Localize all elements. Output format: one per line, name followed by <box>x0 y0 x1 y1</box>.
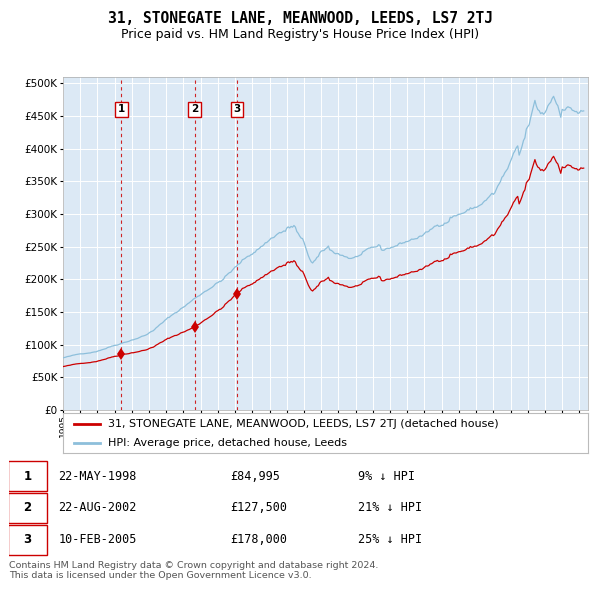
Text: 25% ↓ HPI: 25% ↓ HPI <box>358 533 422 546</box>
Text: 31, STONEGATE LANE, MEANWOOD, LEEDS, LS7 2TJ: 31, STONEGATE LANE, MEANWOOD, LEEDS, LS7… <box>107 11 493 25</box>
Text: 1: 1 <box>118 104 125 114</box>
Text: HPI: Average price, detached house, Leeds: HPI: Average price, detached house, Leed… <box>107 438 347 448</box>
Text: £178,000: £178,000 <box>230 533 287 546</box>
FancyBboxPatch shape <box>8 493 47 523</box>
Text: £127,500: £127,500 <box>230 502 287 514</box>
Text: 3: 3 <box>23 533 32 546</box>
Text: 22-AUG-2002: 22-AUG-2002 <box>58 502 137 514</box>
FancyBboxPatch shape <box>8 461 47 491</box>
Text: 2: 2 <box>191 104 198 114</box>
Text: 10-FEB-2005: 10-FEB-2005 <box>58 533 137 546</box>
Text: 21% ↓ HPI: 21% ↓ HPI <box>358 502 422 514</box>
FancyBboxPatch shape <box>8 525 47 555</box>
Text: 1: 1 <box>23 470 32 483</box>
Text: 22-MAY-1998: 22-MAY-1998 <box>58 470 137 483</box>
Text: 31, STONEGATE LANE, MEANWOOD, LEEDS, LS7 2TJ (detached house): 31, STONEGATE LANE, MEANWOOD, LEEDS, LS7… <box>107 419 498 430</box>
Text: 9% ↓ HPI: 9% ↓ HPI <box>358 470 415 483</box>
Text: 3: 3 <box>233 104 241 114</box>
Text: £84,995: £84,995 <box>230 470 280 483</box>
Text: 2: 2 <box>23 502 32 514</box>
Text: Price paid vs. HM Land Registry's House Price Index (HPI): Price paid vs. HM Land Registry's House … <box>121 28 479 41</box>
Text: Contains HM Land Registry data © Crown copyright and database right 2024.
This d: Contains HM Land Registry data © Crown c… <box>9 560 379 580</box>
